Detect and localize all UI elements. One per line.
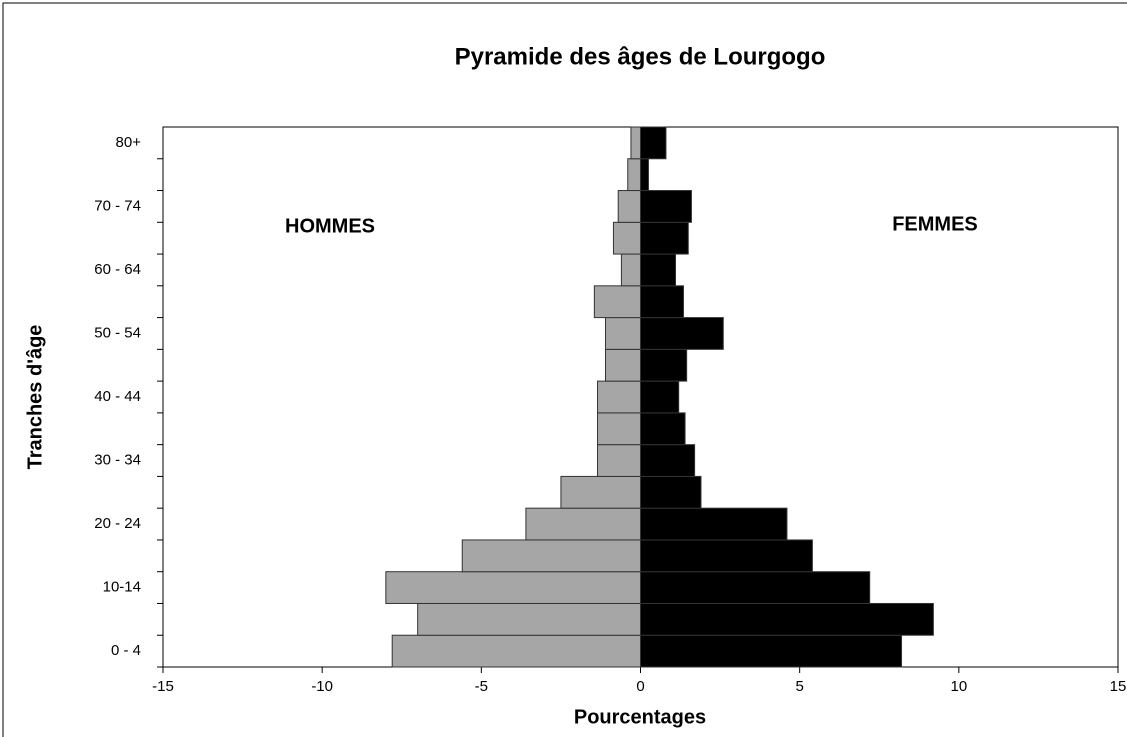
bar bbox=[627, 158, 641, 192]
x-tick-label: -10 bbox=[311, 678, 333, 695]
bar bbox=[620, 253, 642, 287]
chart-title: Pyramide des âges de Lourgogo bbox=[455, 43, 826, 70]
bar bbox=[640, 507, 788, 541]
bar bbox=[617, 190, 642, 223]
bar bbox=[391, 634, 642, 668]
x-tick-label: -5 bbox=[475, 678, 488, 695]
x-tick-label: -15 bbox=[152, 678, 174, 695]
x-tick-label: 10 bbox=[950, 678, 967, 695]
bar bbox=[461, 539, 641, 573]
series-label: FEMMES bbox=[892, 213, 978, 235]
bar bbox=[604, 317, 642, 350]
y-tick-label: 10-14 bbox=[103, 579, 141, 596]
bar bbox=[597, 412, 642, 446]
x-tick-label: 15 bbox=[1110, 678, 1127, 695]
bar bbox=[640, 221, 689, 255]
y-tick-label: 20 - 24 bbox=[94, 515, 141, 532]
y-tick-label: 30 - 34 bbox=[94, 451, 141, 468]
bar bbox=[640, 380, 680, 414]
y-tick-label: 40 - 44 bbox=[94, 388, 141, 405]
y-axis-label: Tranches d'âge bbox=[24, 325, 46, 470]
bar bbox=[640, 571, 871, 604]
y-tick-label: 70 - 74 bbox=[94, 197, 141, 214]
y-tick-label: 0 - 4 bbox=[111, 642, 141, 659]
series-label: HOMMES bbox=[285, 215, 375, 237]
bar bbox=[593, 285, 642, 319]
bar bbox=[525, 507, 642, 541]
bar bbox=[640, 190, 692, 223]
x-axis-label: Pourcentages bbox=[574, 706, 706, 728]
bar bbox=[560, 475, 642, 509]
bar bbox=[385, 571, 642, 604]
y-tick-label: 50 - 54 bbox=[94, 324, 141, 341]
bar bbox=[640, 412, 686, 446]
bar bbox=[417, 602, 641, 636]
y-tick-label: 80+ bbox=[116, 134, 142, 151]
bar bbox=[640, 126, 667, 160]
bar bbox=[640, 444, 696, 477]
bar bbox=[604, 348, 642, 382]
bar bbox=[640, 285, 684, 319]
bar bbox=[640, 348, 688, 382]
bar bbox=[640, 158, 649, 192]
bar bbox=[640, 634, 903, 668]
bar bbox=[640, 475, 702, 509]
x-tick-label: 5 bbox=[795, 678, 803, 695]
bar bbox=[640, 317, 724, 350]
bar bbox=[597, 380, 642, 414]
bar bbox=[640, 253, 677, 287]
bar bbox=[640, 539, 813, 573]
bar bbox=[612, 221, 641, 255]
bar bbox=[597, 444, 642, 477]
bar bbox=[640, 602, 934, 636]
y-tick-label: 60 - 64 bbox=[94, 261, 141, 278]
bar bbox=[630, 126, 642, 160]
x-tick-label: 0 bbox=[636, 678, 644, 695]
